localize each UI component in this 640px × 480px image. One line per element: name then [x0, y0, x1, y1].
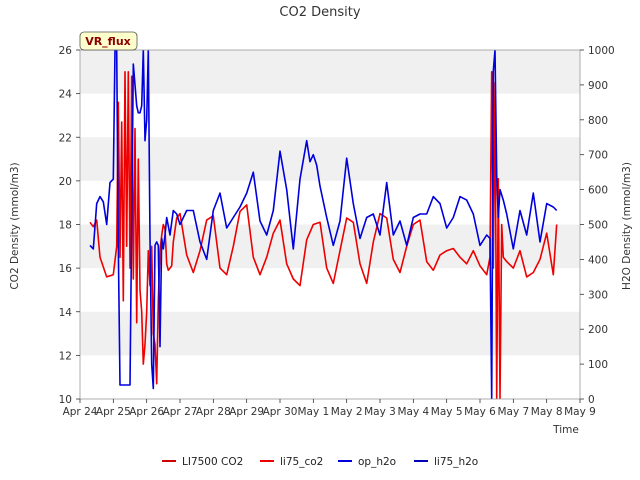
grid-band	[80, 137, 580, 181]
y-axis-title: CO2 Density (mmol/m3)	[9, 162, 21, 289]
y2-tick-label: 500	[588, 220, 608, 232]
y2-tick-label: 600	[588, 185, 608, 197]
x-tick-label: Apr 29	[229, 406, 264, 418]
x-tick-label: May 5	[431, 406, 463, 418]
y-tick-label: 22	[59, 132, 72, 144]
legend-label: LI7500 CO2	[182, 456, 243, 468]
x-tick-label: May 4	[397, 406, 429, 418]
legend-label: li75_h2o	[434, 456, 478, 468]
legend-label: op_h2o	[358, 456, 396, 468]
x-tick-label: May 2	[331, 406, 363, 418]
y2-tick-label: 0	[588, 394, 595, 406]
x-tick-label: May 1	[297, 406, 329, 418]
y2-tick-label: 700	[588, 150, 608, 162]
chart-title: CO2 Density	[279, 5, 360, 20]
x-tick-label: Apr 27	[163, 406, 198, 418]
grid-band	[80, 50, 580, 94]
y2-axis-title: H2O Density (mmol/m3)	[621, 162, 633, 290]
plot-lines	[89, 50, 558, 399]
y-tick-label: 24	[59, 89, 73, 101]
y2-tick-label: 300	[588, 289, 608, 301]
x-tick-label: May 6	[464, 406, 496, 418]
series-line-op-h2o	[89, 50, 558, 399]
legend-label: li75_co2	[280, 456, 323, 468]
legend: LI7500 CO2 li75_co2 op_h2o li75_h2o	[162, 456, 478, 468]
x-tick-label: Apr 28	[196, 406, 231, 418]
site-badge-box	[79, 31, 138, 51]
x-tick-label: May 8	[531, 406, 563, 418]
x-tick-label: May 7	[497, 406, 529, 418]
y-tick-label: 16	[59, 263, 73, 275]
y2-tick-label: 900	[588, 80, 608, 92]
y-tick-label: 20	[59, 176, 72, 188]
y2-tick-label: 400	[588, 254, 608, 266]
x-tick-label: May 9	[564, 406, 596, 418]
x-tick-label: May 3	[364, 406, 396, 418]
series-line-li75-co2	[89, 71, 558, 399]
x-axis-title: Time	[552, 424, 579, 436]
left-axis: 10 12 14 16 18 20 22 24 26	[59, 45, 80, 406]
site-badge-label: VR_flux	[85, 35, 131, 48]
site-badge: VR_flux	[79, 31, 138, 51]
x-tick-label: Apr 24	[63, 406, 98, 418]
right-axis: 0 100 200 300 400 500 600 700 800 900 1000	[580, 45, 615, 406]
y-tick-label: 12	[59, 350, 72, 362]
y-tick-label: 18	[59, 220, 72, 232]
y-tick-label: 26	[59, 45, 73, 57]
y2-tick-label: 800	[588, 115, 608, 127]
y2-tick-label: 100	[588, 359, 608, 371]
x-tick-label: Apr 25	[96, 406, 131, 418]
y2-tick-label: 1000	[588, 45, 615, 57]
y-tick-label: 10	[59, 394, 72, 406]
x-tick-label: Apr 26	[129, 406, 164, 418]
x-tick-label: Apr 30	[263, 406, 298, 418]
y2-tick-label: 200	[588, 324, 608, 336]
y-tick-label: 14	[59, 307, 73, 319]
